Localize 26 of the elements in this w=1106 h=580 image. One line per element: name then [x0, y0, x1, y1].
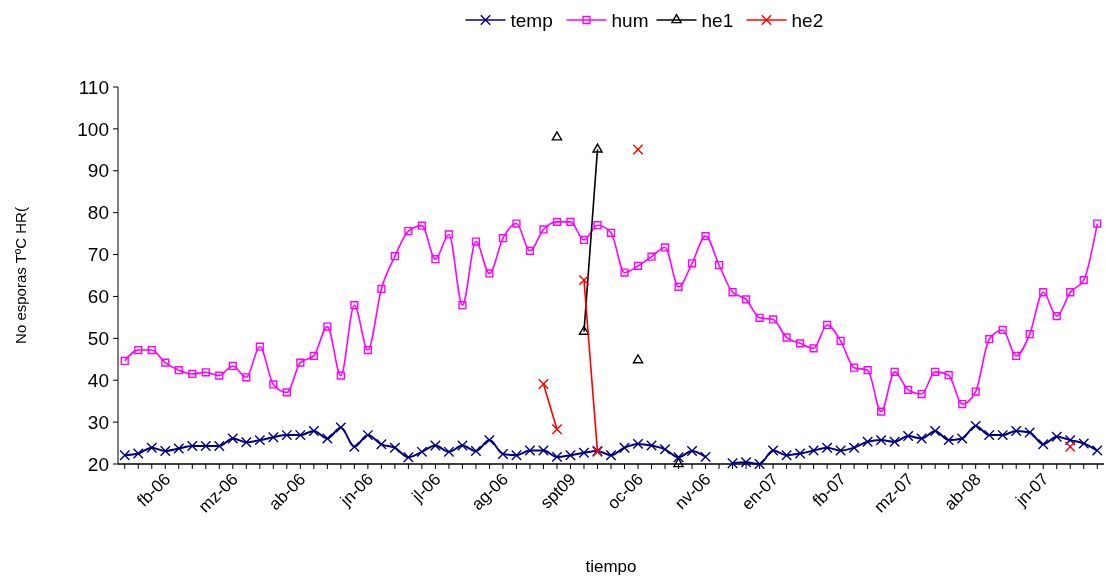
point — [673, 458, 684, 468]
legend-label: temp — [510, 9, 553, 31]
point — [538, 378, 549, 390]
y-tick-label: 90 — [87, 160, 109, 182]
y-tick-label: 110 — [78, 76, 109, 98]
y-tick-label: 70 — [87, 244, 109, 266]
point — [578, 325, 590, 335]
y-tick-label: 40 — [87, 369, 109, 391]
y-axis-title: No esporas TºC HR( — [12, 207, 29, 344]
point — [551, 131, 563, 141]
legend-label: he1 — [701, 9, 734, 31]
y-tick-label: 60 — [87, 286, 109, 308]
y-tick-label: 30 — [87, 411, 109, 433]
point — [632, 143, 644, 155]
y-tick-label: 80 — [87, 202, 109, 224]
x-axis-title: tiempo — [585, 557, 637, 576]
point — [551, 423, 563, 435]
point — [592, 143, 603, 153]
y-tick-label: 100 — [77, 118, 109, 140]
y-tick-label: 50 — [87, 327, 109, 349]
point — [632, 354, 644, 364]
y-tick-label: 20 — [87, 453, 109, 475]
point — [1064, 441, 1076, 453]
point — [578, 274, 590, 286]
legend-label: hum — [611, 9, 649, 31]
legend-label: he2 — [791, 9, 824, 31]
